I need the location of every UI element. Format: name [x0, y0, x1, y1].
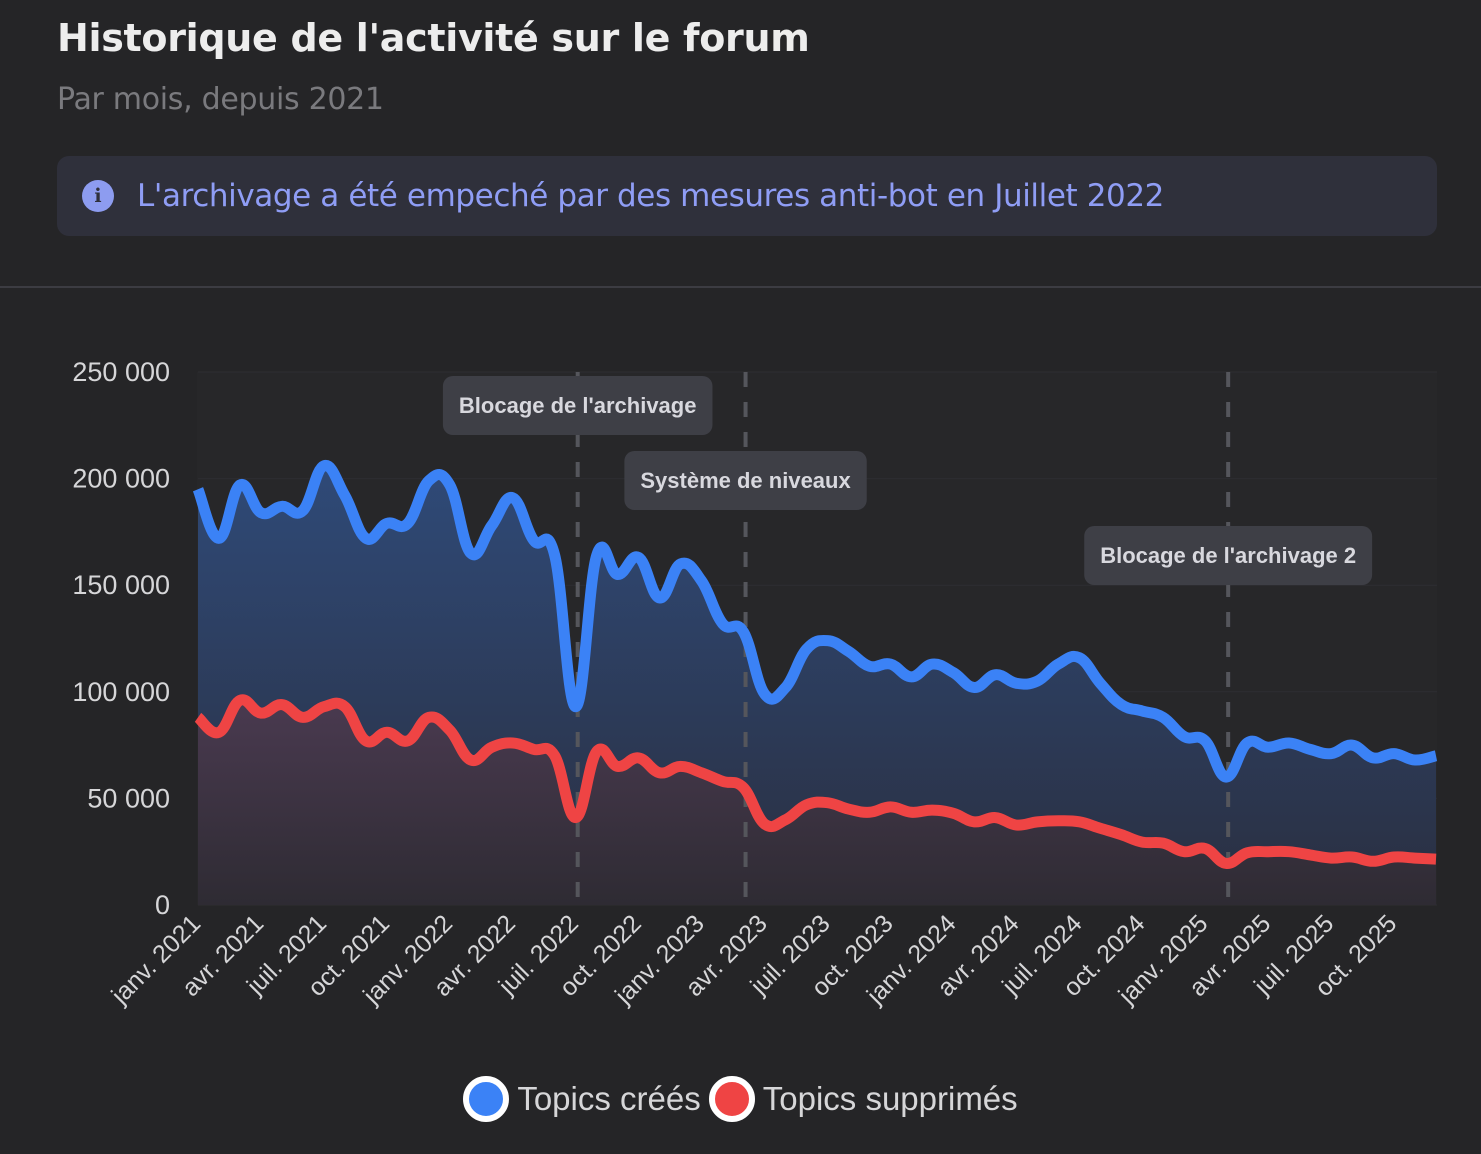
legend-marker-red: [708, 1076, 755, 1122]
legend-label: Topics créés: [517, 1080, 701, 1117]
legend-marker-blue: [463, 1076, 510, 1122]
page-subtitle: Par mois, depuis 2021: [57, 82, 384, 117]
series-lines: [192, 460, 1438, 869]
legend-item-topics-supprimes[interactable]: Topics supprimés: [708, 1076, 1018, 1122]
line-topics-supprimes: [194, 694, 1437, 869]
annotation-label: Blocage de l'archivage: [442, 376, 713, 435]
annotation-label: Blocage de l'archivage 2: [1084, 526, 1373, 585]
annotation-box: [442, 376, 713, 435]
divider: [0, 286, 1481, 288]
y-tick-label: 100 000: [72, 677, 170, 707]
info-icon: i: [82, 180, 114, 212]
annotation-text: Blocage de l'archivage 2: [1100, 543, 1356, 568]
line-topics-crees: [192, 460, 1438, 783]
annotation-label: Système de niveaux: [624, 451, 867, 510]
page-title: Historique de l'activité sur le forum: [57, 16, 810, 60]
annotation-text: Système de niveaux: [640, 468, 851, 493]
annotations: Blocage de l'archivage Système de niveaux…: [442, 376, 1373, 585]
info-banner: i L'archivage a été empeché par des mesu…: [57, 156, 1437, 236]
legend: Topics créés Topics supprimés: [0, 1076, 1481, 1122]
legend-label: Topics supprimés: [762, 1080, 1018, 1117]
legend-item-topics-crees[interactable]: Topics créés: [463, 1076, 701, 1122]
y-tick-label: 250 000: [72, 357, 170, 387]
annotation-box: [624, 451, 867, 510]
annotation-text: Blocage de l'archivage: [459, 393, 697, 418]
y-tick-label: 200 000: [72, 464, 170, 494]
y-tick-label: 50 000: [87, 783, 170, 813]
info-banner-text: L'archivage a été empeché par des mesure…: [137, 178, 1165, 214]
annotation-box: [1084, 526, 1373, 585]
y-tick-label: 0: [155, 890, 170, 920]
y-axis: 0 50 000 100 000 150 000 200 000 250 000: [72, 357, 170, 920]
y-tick-label: 150 000: [72, 570, 170, 600]
